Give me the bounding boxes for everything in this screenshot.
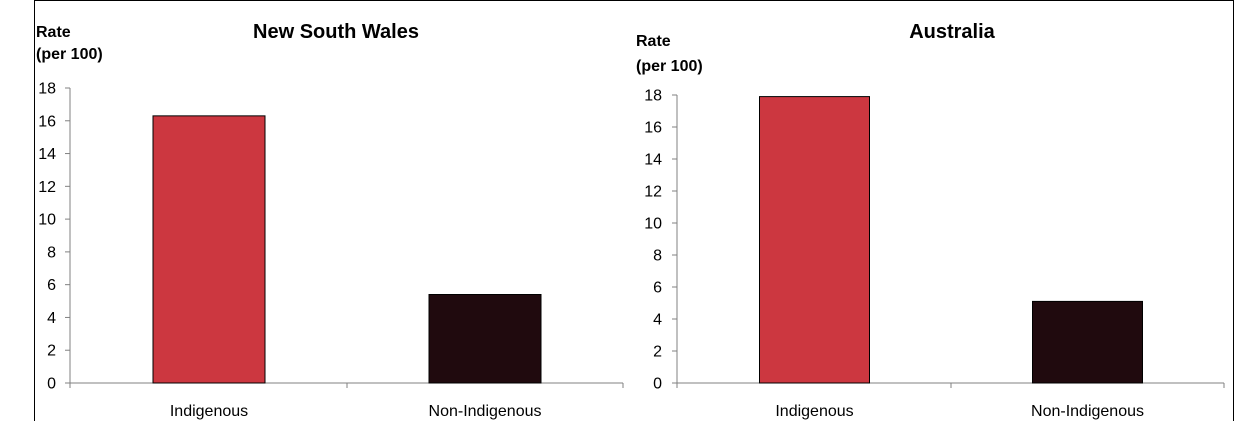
nsw-y-tick-label-14: 14 [38, 146, 56, 163]
nsw-y-axis-title-line-2: (per 100) [36, 46, 103, 63]
aus-bar-non-indigenous [1032, 300, 1143, 384]
aus-y-tick-label-18: 18 [644, 88, 662, 105]
nsw-y-tick-label-4: 4 [47, 310, 56, 327]
aus-y-axis-title-line-2: (per 100) [636, 58, 703, 75]
nsw-y-tick-label-16: 16 [38, 113, 56, 130]
figure-border-top [34, 0, 1234, 1]
nsw-y-tick-label-0: 0 [47, 376, 56, 393]
nsw-category-label-indigenous: Indigenous [170, 403, 248, 420]
aus-category-label-indigenous: Indigenous [775, 403, 853, 420]
aus-y-tick-label-4: 4 [653, 312, 662, 329]
aus-y-tick-label-12: 12 [644, 184, 662, 201]
nsw-bar-non-indigenous [428, 294, 542, 384]
aus-chart-title: Australia [909, 21, 995, 43]
nsw-category-label-non-indigenous: Non-Indigenous [429, 403, 542, 420]
figure-border-left [34, 0, 35, 421]
aus-y-tick-label-16: 16 [644, 120, 662, 137]
nsw-y-tick-label-2: 2 [47, 343, 56, 360]
aus-y-tick-label-8: 8 [653, 248, 662, 265]
aus-category-label-non-indigenous: Non-Indigenous [1031, 403, 1144, 420]
aus-y-tick-label-0: 0 [653, 376, 662, 393]
aus-y-tick-label-2: 2 [653, 344, 662, 361]
nsw-y-tick-label-8: 8 [47, 244, 56, 261]
aus-y-tick-label-10: 10 [644, 216, 662, 233]
nsw-chart-title: New South Wales [253, 21, 419, 43]
aus-y-tick-label-14: 14 [644, 152, 662, 169]
nsw-y-tick-label-12: 12 [38, 179, 56, 196]
aus-bar-indigenous [759, 96, 870, 384]
nsw-y-tick-label-18: 18 [38, 81, 56, 98]
nsw-bar-indigenous [152, 115, 266, 384]
aus-y-axis-title-line-1: Rate [636, 33, 671, 50]
nsw-y-tick-label-6: 6 [47, 277, 56, 294]
aus-y-tick-label-6: 6 [653, 280, 662, 297]
nsw-y-axis-title-line-1: Rate [36, 24, 71, 41]
nsw-y-tick-label-10: 10 [38, 212, 56, 229]
